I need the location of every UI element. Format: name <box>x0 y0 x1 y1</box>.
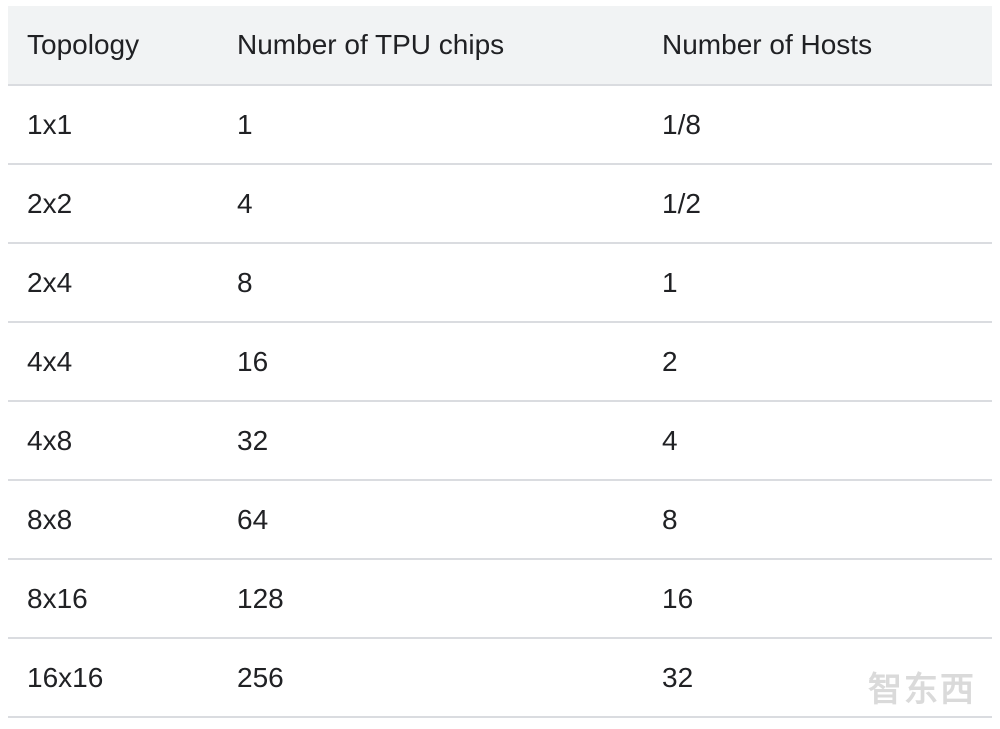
table-cell: 128 <box>237 582 284 614</box>
table-cell: 256 <box>237 661 284 693</box>
table-cell: 4x8 <box>27 424 73 456</box>
table-cell: 8x16 <box>27 582 88 614</box>
watermark: 智东西 <box>868 671 976 709</box>
header-cell: Number of TPU chips <box>237 29 505 60</box>
table-cell: 1/8 <box>662 108 701 140</box>
header-cell: Topology <box>27 29 140 60</box>
header-cell: Number of Hosts <box>662 29 873 60</box>
table-row: 8x8 64 8 <box>8 481 992 560</box>
table-cell: 2 <box>662 345 678 377</box>
table-cell: 64 <box>237 503 269 535</box>
table-row: 2x4 8 1 <box>8 244 992 323</box>
table-row: 4x8 32 4 <box>8 402 992 481</box>
table-cell: 32 <box>662 661 694 693</box>
table-cell: 8 <box>662 503 678 535</box>
table-cell: 8 <box>237 266 253 298</box>
table-row: 1x1 1 1/8 <box>8 86 992 165</box>
table-row: 8x16 128 16 <box>8 560 992 639</box>
table: Topology Number of TPU chips Number of Hos… <box>8 6 992 718</box>
table-cell: 4 <box>662 424 678 456</box>
table-cell: 1x1 <box>27 108 73 140</box>
table-cell: 16x16 <box>27 661 104 693</box>
table-row: 4x4 16 2 <box>8 323 992 402</box>
table-row: 16x16 256 32 <box>8 639 992 718</box>
table-cell: 32 <box>237 424 269 456</box>
header-row: Topology Number of TPU chips Number of Hos… <box>8 6 992 86</box>
table-cell: 4 <box>237 187 253 219</box>
table-cell: 1 <box>237 108 253 140</box>
table-cell: 1/2 <box>662 187 701 219</box>
table-cell: 1 <box>662 266 678 298</box>
table-row: 2x2 4 1/2 <box>8 165 992 244</box>
table-cell: 2x2 <box>27 187 73 219</box>
table-cell: 16 <box>662 582 694 614</box>
table-cell: 16 <box>237 345 269 377</box>
table-cell: 2x4 <box>27 266 73 298</box>
table-cell: 4x4 <box>27 345 73 377</box>
table-cell: 8x8 <box>27 503 73 535</box>
